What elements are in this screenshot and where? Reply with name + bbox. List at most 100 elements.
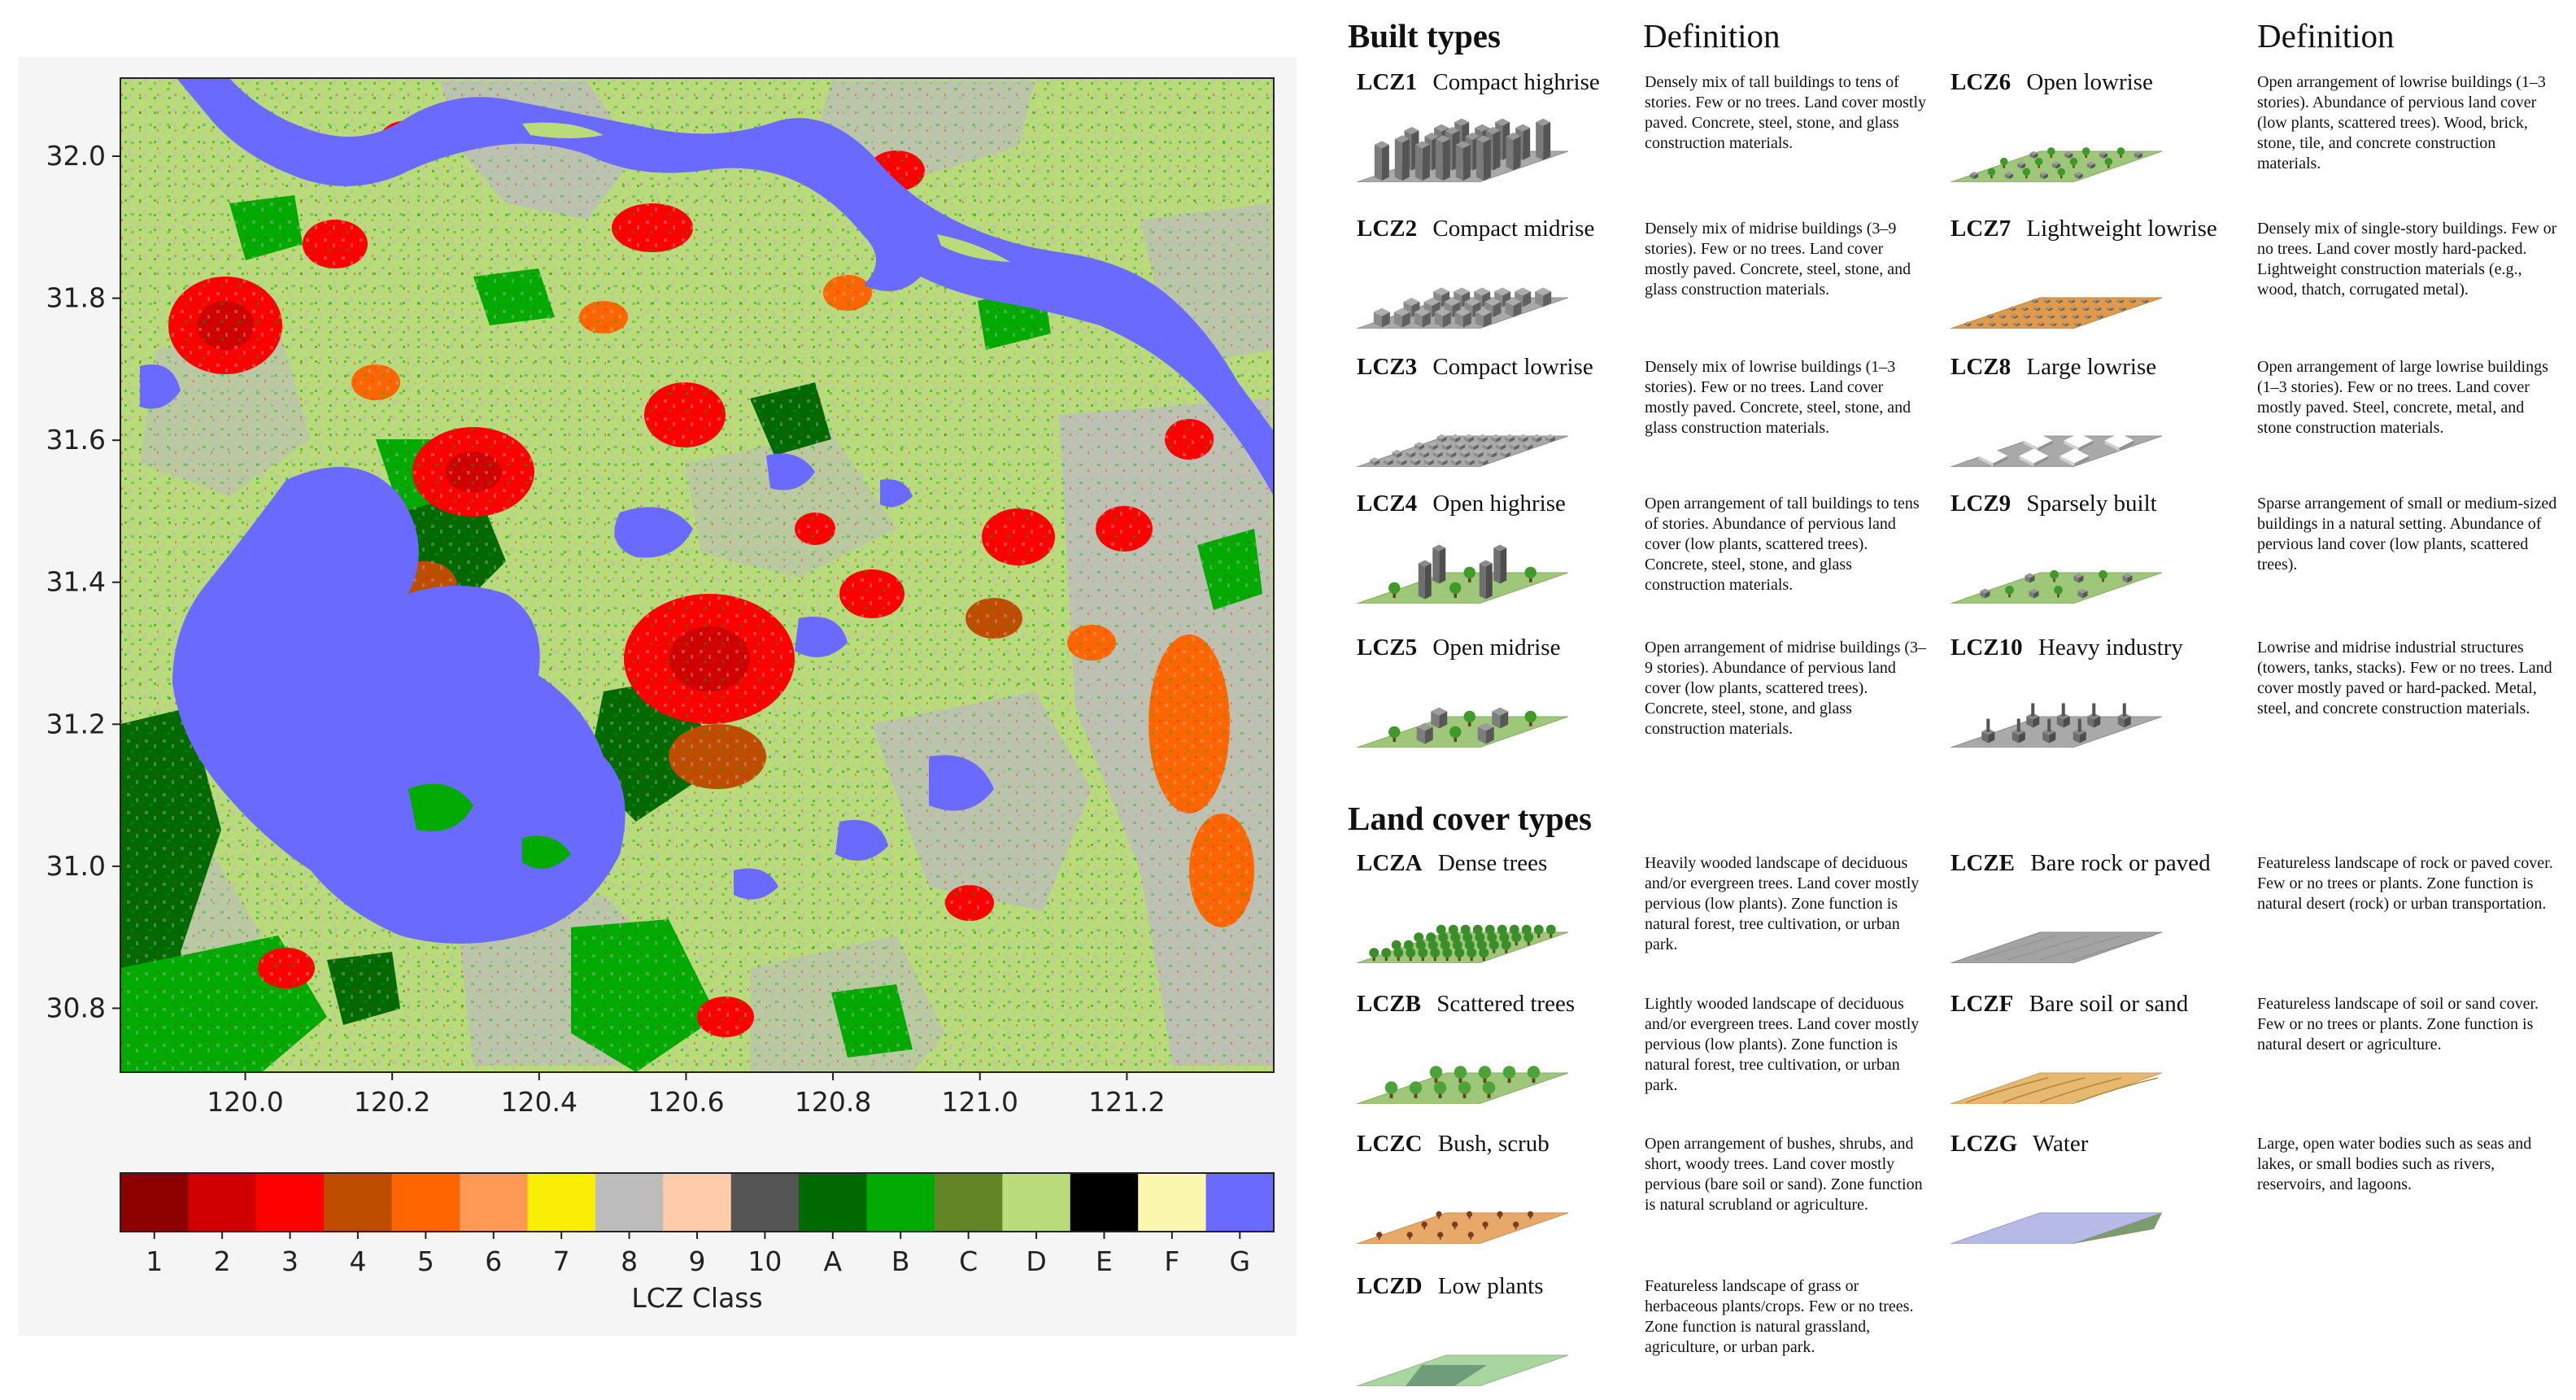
zone-illustration-lcze bbox=[1950, 886, 2163, 966]
colorbar-swatch bbox=[1070, 1173, 1139, 1232]
zone-illustration-lcza bbox=[1356, 886, 1569, 966]
zone-name: LCZD Low plants bbox=[1357, 1273, 1544, 1300]
zone-title: Bush, scrub bbox=[1432, 1131, 1550, 1157]
zone-title: Open lowrise bbox=[2020, 69, 2153, 95]
zone-title: Compact highrise bbox=[1427, 69, 1600, 95]
y-tick-label: 31.4 bbox=[46, 566, 106, 598]
colorbar-tick-label: G bbox=[1230, 1245, 1251, 1277]
zone-code: LCZF bbox=[1951, 991, 2014, 1017]
colorbar-swatch bbox=[120, 1173, 190, 1232]
x-axis-ticks: 120.0 120.2 120.4 120.6 120.8 121.0 121.2 bbox=[207, 1072, 1166, 1118]
zone-title: Scattered trees bbox=[1430, 991, 1576, 1017]
yangtze-river bbox=[177, 78, 1274, 496]
zone-title: Open midrise bbox=[1427, 635, 1561, 661]
zone-code: LCZ8 bbox=[1951, 354, 2012, 380]
zone-title: Low plants bbox=[1432, 1273, 1544, 1299]
colorbar-swatch bbox=[527, 1173, 596, 1232]
colorbar-swatch bbox=[1205, 1173, 1275, 1232]
colorbar-frame bbox=[120, 1172, 1275, 1232]
zone-code: LCZ7 bbox=[1951, 216, 2012, 242]
colorbar-tick-label: 10 bbox=[748, 1245, 782, 1277]
y-tick-label: 32.0 bbox=[46, 140, 106, 172]
zone-name: LCZG Water bbox=[1951, 1131, 2088, 1158]
y-tick-label: 31.0 bbox=[46, 850, 106, 882]
taihu-lake bbox=[172, 467, 625, 944]
zone-name: LCZA Dense trees bbox=[1357, 850, 1547, 877]
colorbar-tick-label: 9 bbox=[689, 1245, 706, 1277]
zone-name: LCZ2 Compact midrise bbox=[1357, 216, 1594, 242]
zone-name: LCZ3 Compact lowrise bbox=[1357, 354, 1593, 381]
colorbar-tick-label: 6 bbox=[485, 1245, 502, 1277]
x-tick-label: 120.8 bbox=[795, 1086, 871, 1118]
y-tick-label: 31.8 bbox=[46, 282, 106, 314]
lcz-map-panel: 120.0 120.2 120.4 120.6 120.8 121.0 121.2 32.0… bbox=[18, 57, 1297, 1336]
river-islands bbox=[522, 122, 1010, 262]
colorbar-swatch bbox=[324, 1173, 393, 1232]
zone-illustration-lczf bbox=[1950, 1027, 2163, 1107]
zone-title: Compact midrise bbox=[1427, 216, 1595, 242]
zone-illustration-lcz4 bbox=[1356, 526, 1569, 607]
lcz-colorbar: 1 2 3 4 5 6 7 8 9 10 A B C D E F G bbox=[120, 1172, 1275, 1277]
zone-definition: Densely mix of midrise buildings (3–9 st… bbox=[1645, 220, 1911, 299]
zone-title: Bare soil or sand bbox=[2023, 991, 2189, 1017]
colorbar-swatch bbox=[1002, 1173, 1071, 1232]
zone-title: Compact lowrise bbox=[1427, 354, 1593, 380]
colorbar-tick-label: B bbox=[891, 1245, 910, 1277]
zone-definition: Sparse arrangement of small or medium-si… bbox=[2257, 495, 2557, 574]
zone-definition: Lightly wooded landscape of deciduous an… bbox=[1645, 995, 1920, 1094]
zone-illustration-lcz10 bbox=[1950, 670, 2163, 751]
zone-definition: Large, open water bodies such as seas an… bbox=[2257, 1135, 2532, 1193]
zone-definition: Open arrangement of midrise buildings (3… bbox=[1645, 639, 1927, 738]
zone-code: LCZ6 bbox=[1951, 69, 2012, 95]
zone-name: LCZF Bare soil or sand bbox=[1951, 991, 2188, 1018]
colorbar-swatch bbox=[934, 1173, 1003, 1232]
zone-code: LCZB bbox=[1357, 991, 1421, 1017]
zone-illustration-lcz2 bbox=[1356, 251, 1569, 332]
zone-illustration-lcz1 bbox=[1356, 105, 1569, 185]
zone-title: Sparsely built bbox=[2020, 491, 2157, 517]
colorbar-swatch bbox=[188, 1173, 257, 1232]
zone-definition: Open arrangement of lowrise buildings (1… bbox=[2257, 73, 2546, 172]
zone-code: LCZ4 bbox=[1357, 491, 1418, 517]
colorbar-tick-label: 4 bbox=[349, 1245, 366, 1277]
zone-illustration-lczc bbox=[1356, 1167, 1569, 1247]
colorbar-tick-label: D bbox=[1026, 1245, 1046, 1277]
zone-definition: Featureless landscape of rock or paved c… bbox=[2257, 854, 2553, 913]
zone-definition: Densely mix of single-story buildings. F… bbox=[2257, 220, 2557, 299]
zone-illustration-lczg bbox=[1950, 1167, 2163, 1247]
zone-definition: Open arrangement of bushes, shrubs, and … bbox=[1645, 1135, 1923, 1214]
zone-title: Water bbox=[2027, 1131, 2089, 1157]
zone-title: Dense trees bbox=[1432, 850, 1548, 876]
zone-definition: Lowrise and midrise industrial structure… bbox=[2257, 639, 2552, 717]
y-tick-label: 31.6 bbox=[46, 424, 106, 456]
zone-title: Lightweight lowrise bbox=[2020, 216, 2217, 242]
colorbar-swatch bbox=[391, 1173, 460, 1232]
zone-illustration-lcz9 bbox=[1950, 526, 2163, 607]
colorbar-swatch bbox=[255, 1173, 325, 1232]
zone-name: LCZC Bush, scrub bbox=[1357, 1131, 1550, 1158]
zone-name: LCZB Scattered trees bbox=[1357, 991, 1575, 1018]
colorbar-tick-label: 8 bbox=[621, 1245, 638, 1277]
x-tick-label: 121.0 bbox=[941, 1086, 1018, 1118]
zone-illustration-lczb bbox=[1356, 1027, 1569, 1107]
zone-name: LCZ6 Open lowrise bbox=[1951, 69, 2153, 96]
zone-name: LCZ5 Open midrise bbox=[1357, 635, 1560, 661]
colorbar-swatch bbox=[460, 1173, 529, 1232]
zone-definition: Featureless landscape of grass or herbac… bbox=[1645, 1277, 1914, 1356]
colorbar-swatch bbox=[866, 1173, 935, 1232]
zone-code: LCZE bbox=[1951, 850, 2015, 876]
colorbar-tick-label: 7 bbox=[553, 1245, 570, 1277]
colorbar-swatch bbox=[595, 1173, 664, 1232]
zone-title: Heavy industry bbox=[2032, 635, 2183, 661]
lcz-map-figure: 120.0 120.2 120.4 120.6 120.8 121.0 121.2 32.0… bbox=[46, 77, 1275, 1314]
zone-name: LCZ8 Large lowrise bbox=[1951, 354, 2156, 381]
map-frame bbox=[120, 77, 1275, 1073]
zone-illustration-lczd bbox=[1356, 1309, 1569, 1389]
y-tick-label: 30.8 bbox=[46, 992, 106, 1023]
zone-title: Open highrise bbox=[1427, 491, 1566, 517]
x-tick-label: 120.2 bbox=[354, 1086, 430, 1118]
zone-illustration-lcz3 bbox=[1356, 390, 1569, 470]
zone-title: Large lowrise bbox=[2020, 354, 2157, 380]
zone-definition: Open arrangement of large lowrise buildi… bbox=[2257, 358, 2548, 437]
colorbar-tick-label: 1 bbox=[146, 1245, 163, 1277]
